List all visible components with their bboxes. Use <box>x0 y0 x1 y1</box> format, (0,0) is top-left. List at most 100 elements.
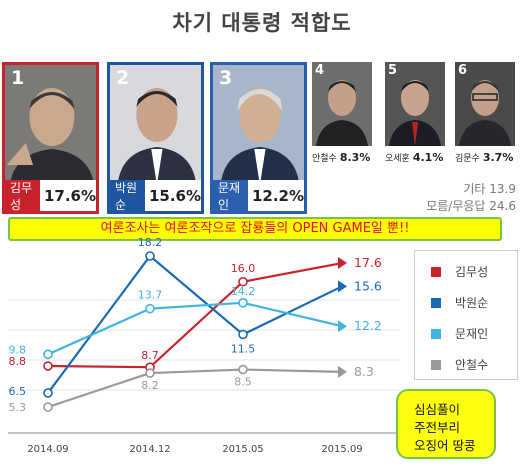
data-point <box>145 368 155 378</box>
legend-label: 안철수 <box>455 358 489 372</box>
data-point <box>238 329 248 340</box>
legend-item: 김무성 <box>431 263 488 280</box>
note-line: 주전부리 <box>414 420 461 435</box>
data-point <box>145 251 155 261</box>
data-label: 8.5 <box>234 376 252 389</box>
x-tick-label: 2014.09 <box>27 444 68 455</box>
series-line <box>47 368 343 409</box>
rank-number: 2 <box>116 67 130 89</box>
series-end-marker <box>338 365 347 378</box>
candidate-name: 김문수 <box>455 154 480 164</box>
legend-swatch <box>431 297 441 308</box>
other-value: 13.9 <box>489 182 516 196</box>
x-tick-label: 2015.05 <box>222 444 263 455</box>
x-tick-label: 2015.09 <box>321 444 362 455</box>
candidate-name: 안철수 <box>312 154 337 164</box>
candidate-result: 박원순 15.6% <box>110 180 201 211</box>
candidate-card-6: 6 김문수 3.7% <box>455 62 515 174</box>
data-point <box>145 362 155 373</box>
data-point <box>43 388 53 398</box>
series-line <box>47 261 343 369</box>
candidate-card-1: 1 김무성 17.6% <box>2 62 99 214</box>
data-label: 9.8 <box>9 343 27 356</box>
candidate-pct: 3.7% <box>482 151 514 164</box>
candidate-pct: 4.1% <box>412 151 444 164</box>
data-point <box>238 364 248 375</box>
data-label: 8.3 <box>354 364 374 379</box>
candidate-result: 김문수 3.7% <box>455 151 521 164</box>
data-point <box>145 303 155 314</box>
series-line <box>47 254 343 394</box>
candidate-pct: 12.2% <box>251 186 304 205</box>
data-point <box>43 349 53 360</box>
candidate-photo <box>312 62 372 146</box>
legend-label: 김무성 <box>455 265 489 279</box>
candidate-card-2: 2 박원순 15.6% <box>107 62 204 214</box>
unknown-value: 24.6 <box>489 199 516 213</box>
data-label: 16.0 <box>231 262 256 275</box>
legend-item: 문재인 <box>431 325 488 342</box>
data-point <box>238 298 248 308</box>
candidate-photo <box>110 65 201 185</box>
data-point <box>238 276 248 287</box>
candidate-name: 박원순 <box>110 180 145 211</box>
other-label: 기타 <box>463 182 486 196</box>
data-point <box>43 361 53 371</box>
candidate-photo <box>5 65 96 185</box>
candidate-name: 문재인 <box>213 180 248 211</box>
data-label: 13.7 <box>138 289 163 302</box>
note-line: 심심풀이 <box>414 402 461 417</box>
data-label: 5.3 <box>9 401 27 414</box>
rank-number: 4 <box>315 63 325 78</box>
series-end-marker <box>338 280 347 293</box>
candidate-result: 김무성 17.6% <box>5 180 96 211</box>
data-label: 8.2 <box>141 379 159 392</box>
candidate-pct: 17.6% <box>43 186 96 205</box>
legend-label: 문재인 <box>455 327 489 341</box>
legend-swatch <box>431 359 441 370</box>
data-label: 8.8 <box>9 355 27 368</box>
data-label: 15.6 <box>354 278 382 293</box>
candidate-photo <box>385 62 445 146</box>
rank-number: 3 <box>219 67 233 89</box>
x-tick-label: 2014.12 <box>129 444 170 455</box>
data-point <box>43 402 53 412</box>
rank-number: 1 <box>11 67 25 89</box>
candidate-result: 안철수 8.3% <box>312 151 378 164</box>
legend-item: 박원순 <box>431 294 488 311</box>
banner-text: 여론조사는 여론조작으로 잡룡들의 OPEN GAME일 뿐!! <box>8 217 502 241</box>
sticky-note: 심심풀이 주전부리 오징어 땅콩 <box>396 389 496 459</box>
data-label: 8.7 <box>141 349 159 362</box>
candidate-photo <box>213 65 304 185</box>
candidate-name: 김무성 <box>5 180 40 211</box>
candidate-pct: 8.3% <box>339 151 371 164</box>
legend-item: 안철수 <box>431 356 488 373</box>
series-end-marker <box>338 257 347 270</box>
candidate-photo <box>455 62 515 146</box>
legend-label: 박원순 <box>455 296 489 310</box>
candidate-result: 오세훈 4.1% <box>385 151 451 164</box>
other-row: 기타 13.9 <box>463 180 516 197</box>
candidate-card-3: 3 문재인 12.2% <box>210 62 307 214</box>
data-label: 14.2 <box>231 285 256 298</box>
data-label: 6.5 <box>9 385 27 398</box>
candidate-name: 오세훈 <box>385 154 410 164</box>
note-line: 오징어 땅콩 <box>414 438 476 453</box>
unknown-row: 모름/무응답 24.6 <box>426 197 516 214</box>
candidate-card-4: 4 안철수 8.3% <box>312 62 372 174</box>
series-end-marker <box>338 320 347 333</box>
series-line <box>47 301 343 356</box>
unknown-label: 모름/무응답 <box>426 199 486 213</box>
data-label: 17.6 <box>354 255 382 270</box>
legend-swatch <box>431 328 441 339</box>
rank-number: 5 <box>388 63 398 78</box>
candidate-pct: 15.6% <box>148 186 201 205</box>
rank-number: 6 <box>458 63 468 78</box>
legend-swatch <box>431 266 441 277</box>
candidate-card-5: 5 오세훈 4.1% <box>385 62 445 174</box>
data-label: 11.5 <box>231 342 256 355</box>
data-label: 12.2 <box>354 318 382 333</box>
page-title: 차기 대통령 적합도 <box>172 11 352 35</box>
candidate-result: 문재인 12.2% <box>213 180 304 211</box>
